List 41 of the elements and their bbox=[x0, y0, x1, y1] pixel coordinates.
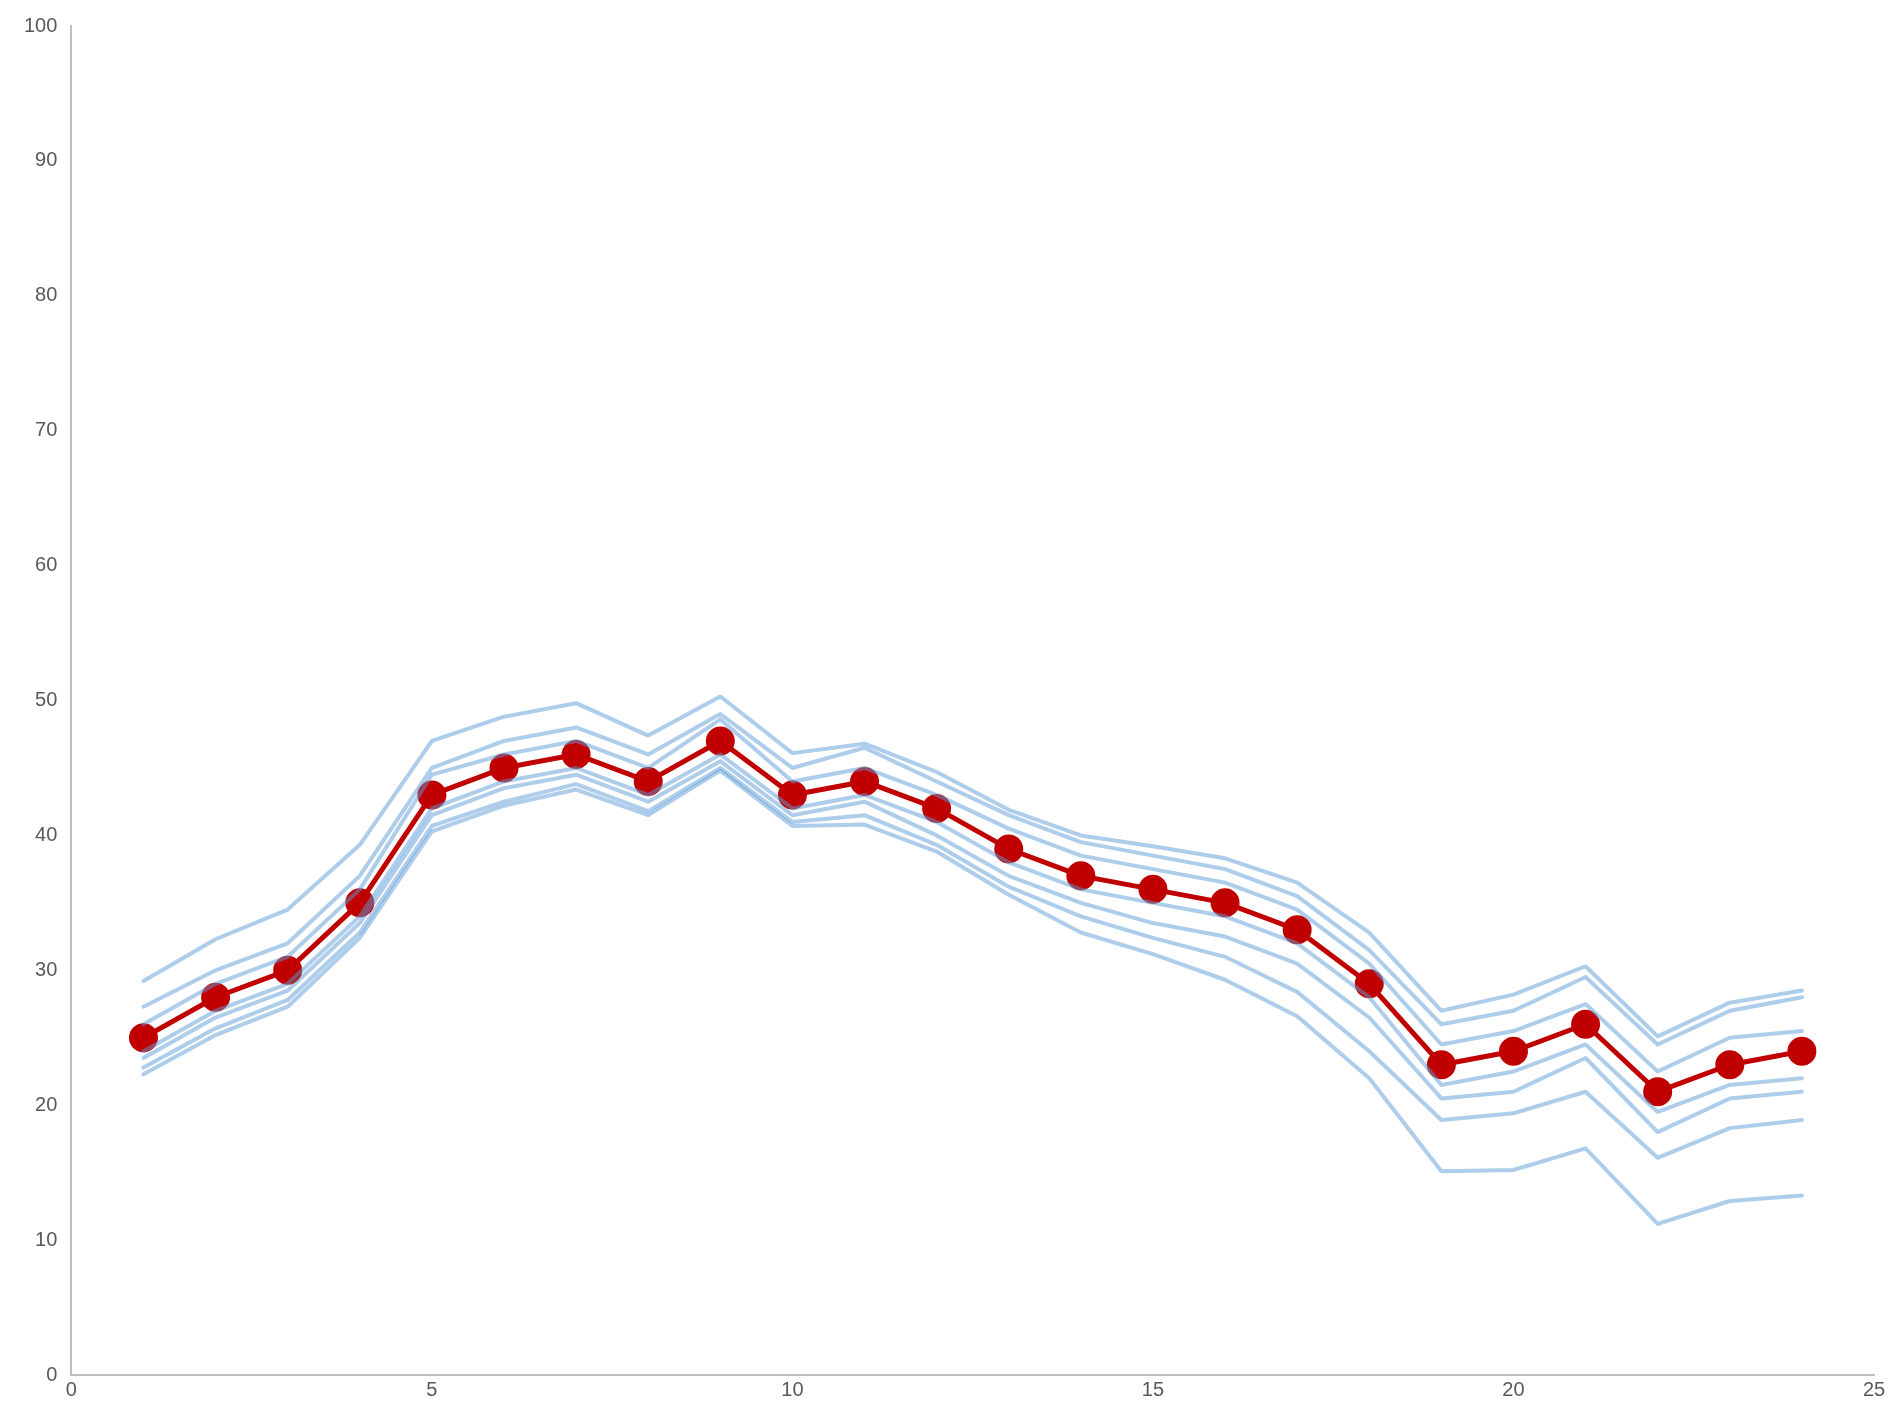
point bbox=[128, 1023, 158, 1053]
point bbox=[633, 766, 663, 796]
y-tick-label: 40 bbox=[35, 822, 58, 845]
point bbox=[922, 793, 952, 823]
point bbox=[1715, 1050, 1745, 1080]
point bbox=[1354, 969, 1384, 999]
point bbox=[1426, 1050, 1456, 1080]
point bbox=[777, 780, 807, 810]
x-tick-label: 25 bbox=[1862, 1377, 1886, 1400]
point bbox=[1498, 1036, 1528, 1066]
point bbox=[705, 726, 735, 756]
point bbox=[1282, 915, 1312, 945]
y-tick-label: 90 bbox=[35, 148, 58, 171]
point bbox=[1066, 861, 1096, 891]
point bbox=[1643, 1077, 1673, 1107]
x-tick-label: 15 bbox=[1141, 1377, 1165, 1400]
point bbox=[1571, 1009, 1601, 1039]
point bbox=[417, 780, 447, 810]
point bbox=[994, 834, 1024, 864]
y-tick-label: 30 bbox=[35, 957, 58, 980]
y-tick-label: 50 bbox=[35, 688, 58, 711]
y-tick-label: 100 bbox=[23, 13, 58, 36]
point bbox=[1210, 888, 1240, 918]
point bbox=[345, 888, 375, 918]
x-tick-label: 10 bbox=[781, 1377, 804, 1400]
point bbox=[273, 955, 303, 985]
x-tick-label: 20 bbox=[1502, 1377, 1525, 1400]
y-tick-label: 60 bbox=[35, 553, 58, 576]
point bbox=[1138, 874, 1168, 904]
y-tick-label: 10 bbox=[35, 1227, 58, 1250]
point bbox=[561, 739, 591, 769]
point bbox=[850, 766, 880, 796]
point bbox=[201, 982, 231, 1012]
y-tick-label: 80 bbox=[35, 283, 58, 306]
y-tick-label: 70 bbox=[35, 418, 58, 441]
x-tick-label: 5 bbox=[426, 1377, 438, 1400]
y-tick-label: 0 bbox=[46, 1362, 58, 1385]
x-tick-label: 0 bbox=[65, 1377, 77, 1400]
point bbox=[489, 753, 519, 783]
y-tick-label: 20 bbox=[35, 1092, 58, 1115]
point bbox=[1787, 1036, 1817, 1066]
